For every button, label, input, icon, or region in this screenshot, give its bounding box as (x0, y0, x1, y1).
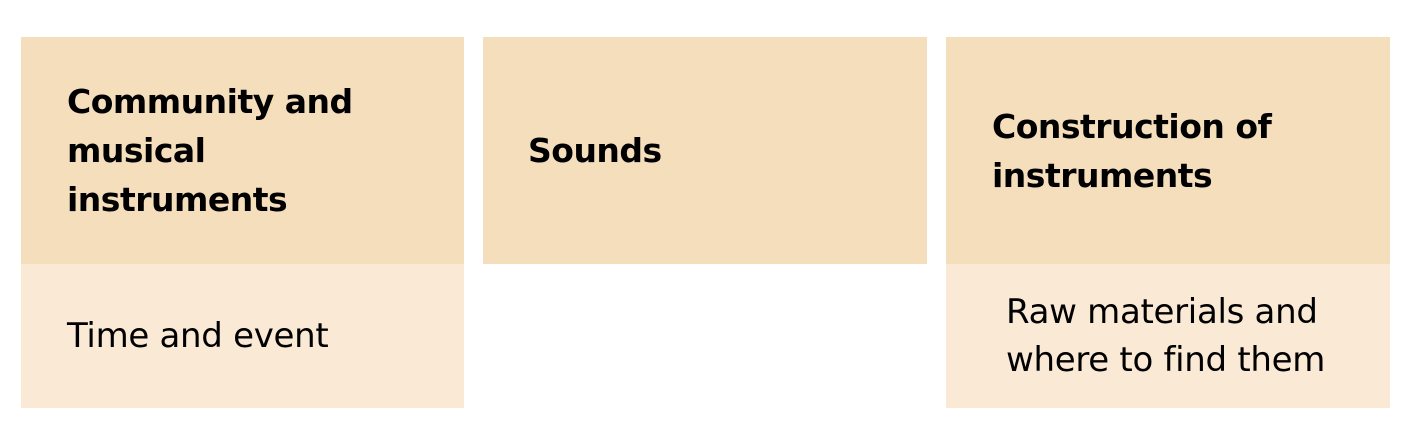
sub-raw-materials-label: Raw materials and where to find them (1006, 292, 1326, 380)
sub-time-and-event-label: Time and event (67, 316, 329, 356)
column-sounds: Sounds (483, 37, 927, 264)
sub-cell-time-and-event: Time and event (21, 264, 464, 408)
header-cell-community: Community and musical instruments (21, 37, 464, 264)
column-community: Community and musical instruments Time a… (21, 37, 464, 408)
header-construction-label: Construction of instruments (992, 106, 1272, 195)
header-cell-construction: Construction of instruments (946, 37, 1390, 264)
column-construction: Construction of instruments Raw material… (946, 37, 1390, 408)
header-community-label: Community and musical instruments (67, 82, 353, 219)
sub-cell-raw-materials: Raw materials and where to find them (946, 264, 1390, 408)
header-sounds-label: Sounds (528, 131, 662, 170)
header-cell-sounds: Sounds (483, 37, 927, 264)
